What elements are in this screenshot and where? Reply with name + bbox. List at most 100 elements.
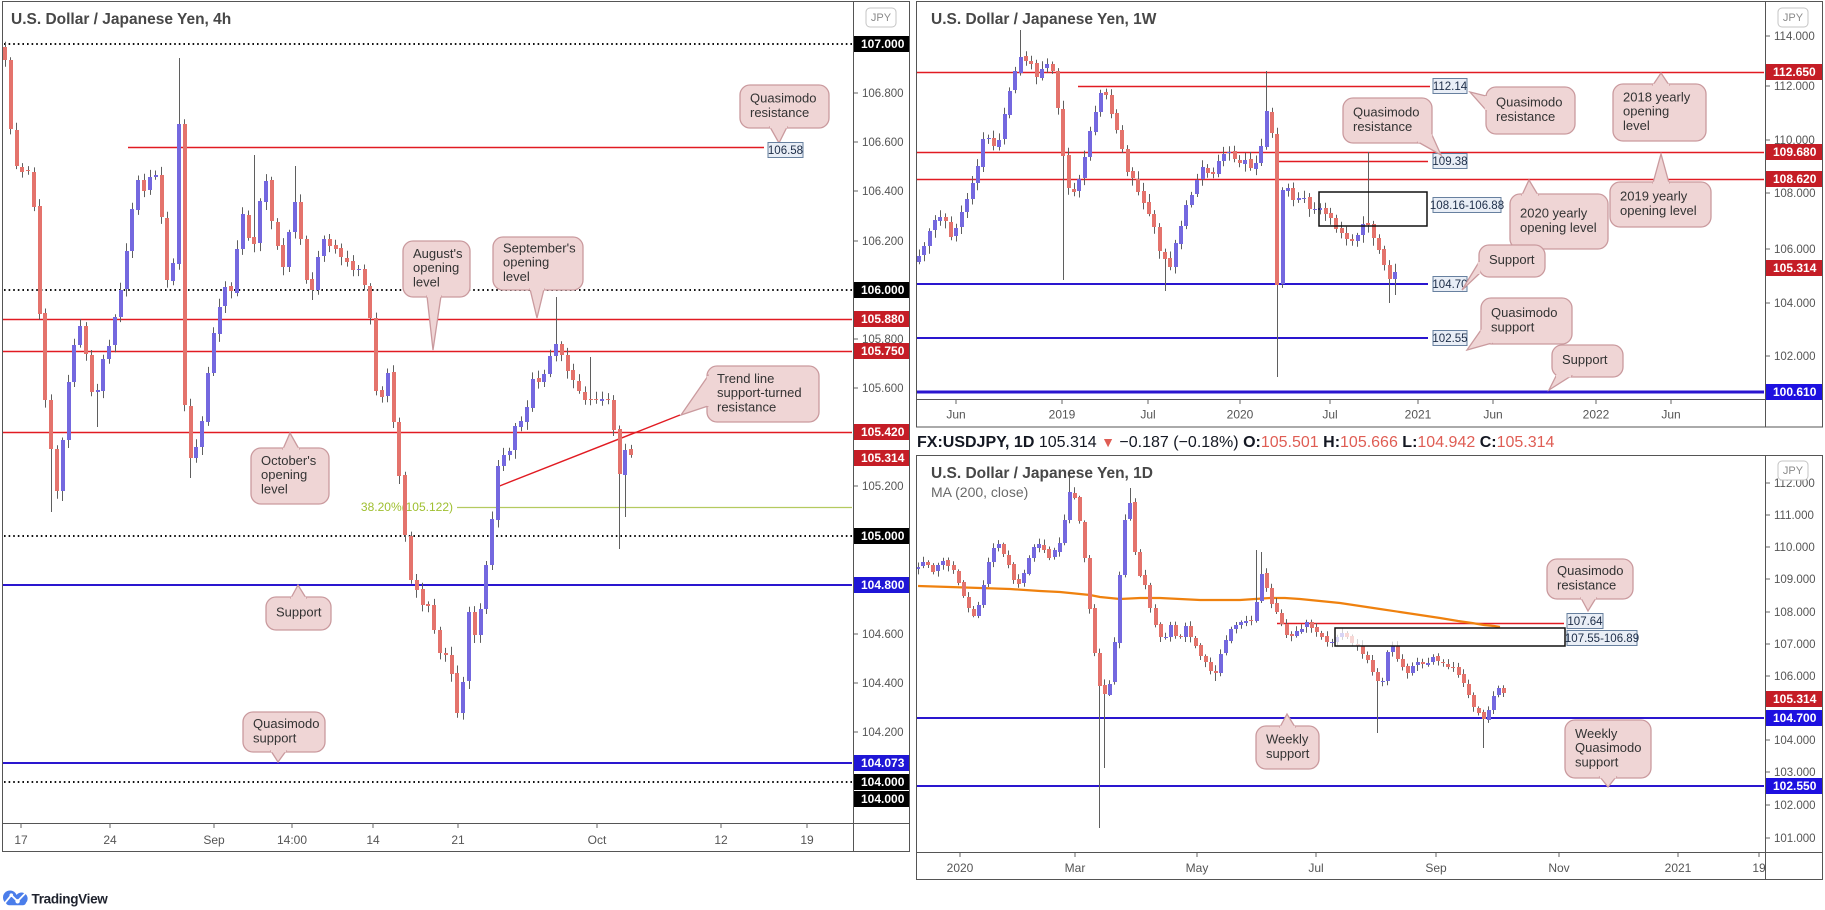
- svg-text:17: 17: [14, 833, 28, 847]
- svg-text:Weekly: Weekly: [1266, 732, 1309, 747]
- svg-text:Quasimodo: Quasimodo: [1557, 563, 1623, 578]
- svg-text:102.000: 102.000: [1774, 800, 1816, 812]
- svg-text:104.000: 104.000: [861, 775, 905, 789]
- svg-text:opening: opening: [503, 255, 549, 270]
- svg-text:105.420: 105.420: [861, 425, 905, 439]
- svg-text:May: May: [1186, 861, 1209, 875]
- svg-text:112.000: 112.000: [1774, 81, 1815, 93]
- svg-text:opening: opening: [1623, 104, 1669, 119]
- svg-text:resistance: resistance: [1496, 109, 1555, 124]
- svg-text:104.700: 104.700: [1773, 711, 1817, 725]
- svg-text:Trend line: Trend line: [717, 371, 774, 386]
- svg-text:104.073: 104.073: [861, 756, 905, 770]
- svg-text:107.000: 107.000: [861, 37, 905, 51]
- svg-text:103.000: 103.000: [1774, 767, 1816, 779]
- svg-text:Mar: Mar: [1065, 861, 1086, 875]
- svg-text:JPY: JPY: [871, 12, 892, 24]
- svg-text:14: 14: [366, 833, 380, 847]
- svg-text:2018 yearly: 2018 yearly: [1623, 89, 1691, 104]
- svg-text:2019 yearly: 2019 yearly: [1620, 189, 1688, 204]
- svg-text:106.58: 106.58: [768, 145, 803, 157]
- svg-text:108.620: 108.620: [1773, 172, 1817, 186]
- svg-text:2021: 2021: [1665, 861, 1692, 875]
- svg-text:level: level: [503, 269, 530, 284]
- svg-text:FX:USDJPY, 1D 105.314 ▼ −0.187: FX:USDJPY, 1D 105.314 ▼ −0.187 (−0.18%) …: [917, 434, 1555, 451]
- svg-text:104.200: 104.200: [862, 727, 904, 739]
- svg-text:106.000: 106.000: [861, 283, 905, 297]
- svg-text:Sep: Sep: [1425, 861, 1447, 875]
- svg-text:104.600: 104.600: [862, 629, 904, 641]
- svg-text:107.64: 107.64: [1567, 616, 1603, 628]
- svg-text:Jul: Jul: [1322, 408, 1337, 422]
- svg-text:102.000: 102.000: [1774, 351, 1816, 363]
- svg-text:102.55: 102.55: [1432, 333, 1467, 345]
- svg-text:108.000: 108.000: [1774, 607, 1816, 619]
- svg-text:Jun: Jun: [946, 408, 965, 422]
- svg-text:support: support: [1491, 319, 1535, 334]
- svg-text:104.70: 104.70: [1432, 279, 1467, 291]
- svg-text:105.600: 105.600: [862, 383, 904, 395]
- svg-text:U.S. Dollar / Japanese Yen, 1W: U.S. Dollar / Japanese Yen, 1W: [931, 11, 1157, 28]
- svg-text:106.600: 106.600: [862, 137, 904, 149]
- svg-text:105.750: 105.750: [861, 344, 905, 358]
- svg-text:19: 19: [1752, 861, 1766, 875]
- svg-text:104.400: 104.400: [862, 678, 904, 690]
- svg-text:2020: 2020: [947, 861, 974, 875]
- svg-text:2020 yearly: 2020 yearly: [1520, 206, 1588, 221]
- svg-text:Quasimodo: Quasimodo: [1353, 105, 1419, 120]
- svg-text:Nov: Nov: [1548, 861, 1569, 875]
- svg-text:112.650: 112.650: [1773, 65, 1816, 79]
- svg-text:August's: August's: [413, 246, 463, 261]
- svg-text:105.314: 105.314: [1773, 261, 1817, 275]
- svg-text:support: support: [253, 730, 297, 745]
- svg-text:Support: Support: [1562, 352, 1608, 367]
- svg-text:105.880: 105.880: [861, 312, 905, 326]
- svg-text:U.S. Dollar / Japanese Yen, 4h: U.S. Dollar / Japanese Yen, 4h: [11, 11, 231, 28]
- svg-text:108.16-106.88: 108.16-106.88: [1430, 200, 1504, 212]
- svg-text:106.200: 106.200: [862, 236, 904, 248]
- svg-text:level: level: [1623, 118, 1650, 133]
- svg-text:Jul: Jul: [1308, 861, 1323, 875]
- svg-text:resistance: resistance: [750, 105, 809, 120]
- svg-text:112.000: 112.000: [1774, 478, 1815, 490]
- svg-text:TradingView: TradingView: [32, 892, 109, 907]
- svg-text:112.14: 112.14: [1433, 81, 1468, 93]
- svg-text:106.000: 106.000: [1774, 671, 1816, 683]
- svg-text:support: support: [1266, 746, 1310, 761]
- svg-text:19: 19: [800, 833, 814, 847]
- svg-text:2019: 2019: [1049, 408, 1076, 422]
- svg-text:U.S. Dollar / Japanese Yen, 1D: U.S. Dollar / Japanese Yen, 1D: [931, 465, 1153, 482]
- svg-text:Quasimodo: Quasimodo: [1496, 95, 1562, 110]
- svg-text:102.550: 102.550: [1773, 779, 1817, 793]
- svg-text:Quasimodo: Quasimodo: [253, 716, 319, 731]
- svg-text:14:00: 14:00: [277, 833, 307, 847]
- svg-text:104.000: 104.000: [1774, 735, 1816, 747]
- svg-text:107.000: 107.000: [1774, 639, 1816, 651]
- svg-text:September's: September's: [503, 240, 576, 255]
- svg-text:105.200: 105.200: [862, 481, 904, 493]
- svg-text:2020: 2020: [1227, 408, 1254, 422]
- svg-text:100.610: 100.610: [1773, 385, 1817, 399]
- svg-text:109.000: 109.000: [1774, 574, 1816, 586]
- svg-text:Support: Support: [276, 605, 322, 620]
- svg-text:2021: 2021: [1405, 408, 1432, 422]
- svg-text:109.38: 109.38: [1432, 156, 1467, 168]
- svg-text:Quasimodo: Quasimodo: [750, 91, 816, 106]
- svg-text:resistance: resistance: [1557, 577, 1616, 592]
- svg-text:111.000: 111.000: [1774, 510, 1814, 522]
- svg-text:106.000: 106.000: [1774, 244, 1816, 256]
- svg-text:105.314: 105.314: [861, 451, 905, 465]
- svg-text:level: level: [261, 482, 288, 497]
- svg-text:107.55-106.89: 107.55-106.89: [1565, 633, 1639, 645]
- svg-text:opening level: opening level: [1520, 220, 1597, 235]
- svg-text:24: 24: [103, 833, 117, 847]
- svg-text:October's: October's: [261, 453, 317, 468]
- svg-text:104.800: 104.800: [861, 578, 905, 592]
- svg-text:Sep: Sep: [203, 833, 225, 847]
- svg-text:opening: opening: [261, 467, 307, 482]
- svg-text:opening: opening: [413, 260, 459, 275]
- svg-text:Weekly: Weekly: [1575, 726, 1618, 741]
- svg-text:opening level: opening level: [1620, 203, 1697, 218]
- svg-text:resistance: resistance: [1353, 119, 1412, 134]
- svg-text:Quasimodo: Quasimodo: [1491, 305, 1557, 320]
